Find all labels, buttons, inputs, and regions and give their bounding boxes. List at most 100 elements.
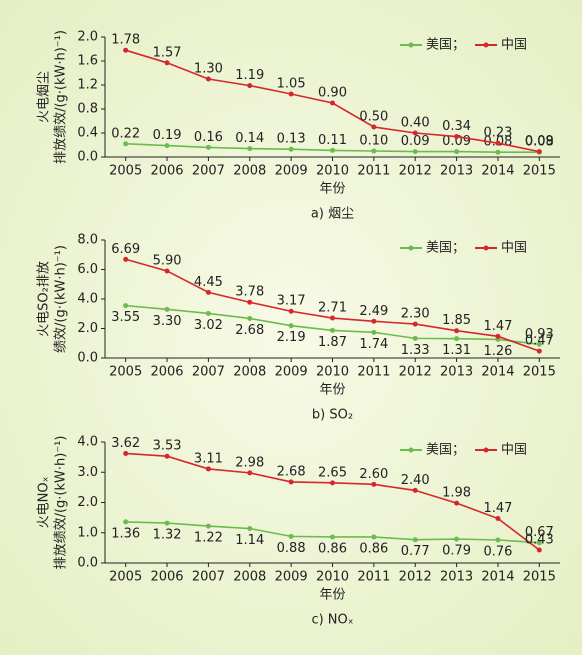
legend-label: 美国；	[426, 241, 465, 256]
point	[164, 306, 170, 312]
point	[288, 146, 294, 152]
point	[330, 480, 335, 486]
value-label: 4.45	[194, 275, 223, 290]
value-label: 1.87	[318, 335, 347, 350]
caption: b) SO₂	[312, 408, 353, 423]
value-label: 1.78	[111, 33, 140, 48]
value-label: 2.19	[277, 330, 306, 345]
y-tick-label: 0.8	[77, 102, 98, 117]
x-tick-label: 2015	[523, 365, 556, 380]
x-tick-label: 2014	[481, 570, 514, 585]
value-label: 0.67	[525, 525, 554, 540]
value-label: 2.68	[235, 323, 264, 338]
value-label: 3.17	[277, 294, 306, 309]
point	[454, 536, 460, 542]
point	[164, 453, 170, 459]
point	[164, 268, 170, 274]
point	[247, 146, 253, 152]
value-label: 2.68	[277, 464, 306, 479]
value-label: 1.98	[442, 486, 471, 501]
value-label: 1.36	[111, 526, 140, 541]
value-label: 0.09	[401, 134, 430, 149]
value-label: 1.47	[483, 319, 512, 334]
point	[412, 130, 418, 136]
legend-label: 中国	[501, 443, 527, 458]
x-tick-label: 2013	[440, 164, 473, 179]
point	[288, 533, 294, 539]
legend-marker	[483, 447, 489, 453]
value-label: 0.16	[194, 130, 223, 145]
point	[330, 315, 335, 321]
y-tick-label: 0.4	[77, 126, 98, 141]
x-tick-label: 2012	[399, 164, 432, 179]
value-label: 0.79	[442, 544, 471, 559]
legend-marker	[483, 245, 489, 251]
point	[371, 124, 377, 130]
value-label: 3.62	[111, 436, 140, 451]
point	[330, 147, 335, 153]
value-label: 0.08	[525, 135, 554, 150]
x-tick-label: 2014	[481, 164, 514, 179]
x-tick-label: 2014	[481, 365, 514, 380]
y-tick-label: 6.0	[77, 262, 98, 277]
x-tick-label: 2010	[316, 164, 349, 179]
point	[330, 534, 335, 540]
x-tick-label: 2015	[523, 164, 556, 179]
y-axis-label: 绩效/(g·(kW·h)⁻¹)	[54, 245, 69, 353]
point	[330, 100, 335, 106]
value-label: 0.10	[359, 134, 388, 149]
chart-panel: 0.0 1.0 2.0 3.0 4.0 2005 2006 2007 2008 2009 2010 2…	[37, 435, 560, 628]
value-label: 0.76	[483, 545, 512, 560]
y-tick-label: 4.0	[77, 292, 98, 307]
series-line	[125, 521, 540, 544]
value-label: 2.98	[235, 455, 264, 470]
value-label: 0.43	[525, 532, 554, 547]
y-tick-label: 3.0	[77, 465, 98, 480]
point	[123, 519, 129, 525]
value-label: 0.19	[153, 128, 182, 143]
x-tick-label: 2015	[523, 570, 556, 585]
point	[371, 318, 377, 324]
x-axis-label: 年份	[319, 588, 345, 603]
x-tick-label: 2005	[109, 164, 142, 179]
point	[123, 47, 129, 53]
value-label: 0.34	[442, 119, 471, 134]
point	[371, 534, 377, 540]
value-label: 5.90	[153, 253, 182, 268]
x-tick-label: 2012	[399, 365, 432, 380]
point	[412, 335, 418, 341]
point	[205, 310, 211, 316]
point	[288, 479, 294, 485]
chart-panel: 0.0 0.4 0.8 1.2 1.6 2.0 2005 2006 2007 2008 2009 20…	[37, 30, 560, 222]
value-label: 1.30	[194, 62, 223, 77]
x-tick-label: 2012	[399, 570, 432, 585]
point	[536, 540, 542, 546]
x-tick-label: 2005	[109, 365, 142, 380]
point	[495, 140, 501, 146]
x-tick-label: 2010	[316, 365, 349, 380]
legend-label: 美国；	[426, 443, 465, 458]
y-tick-label: 1.0	[77, 525, 98, 540]
value-label: 0.86	[318, 541, 347, 556]
value-label: 2.65	[318, 465, 347, 480]
point	[412, 487, 418, 493]
y-tick-label: 0.0	[77, 351, 98, 366]
point	[536, 341, 542, 347]
value-label: 1.26	[483, 344, 512, 359]
point	[205, 466, 211, 472]
x-tick-label: 2008	[233, 570, 266, 585]
y-axis-label: 排放绩效/(g·(kW·h)⁻¹)	[54, 436, 69, 570]
x-tick-label: 2008	[233, 164, 266, 179]
point	[247, 83, 253, 89]
point	[536, 348, 542, 354]
value-label: 0.47	[525, 334, 554, 349]
point	[123, 141, 129, 147]
legend-marker	[483, 42, 489, 48]
value-label: 0.90	[318, 86, 347, 101]
value-label: 0.86	[359, 541, 388, 556]
legend-marker	[408, 245, 414, 251]
point	[454, 134, 460, 140]
value-label: 0.09	[525, 134, 554, 149]
value-label: 0.14	[235, 131, 264, 146]
value-label: 0.23	[483, 126, 512, 141]
